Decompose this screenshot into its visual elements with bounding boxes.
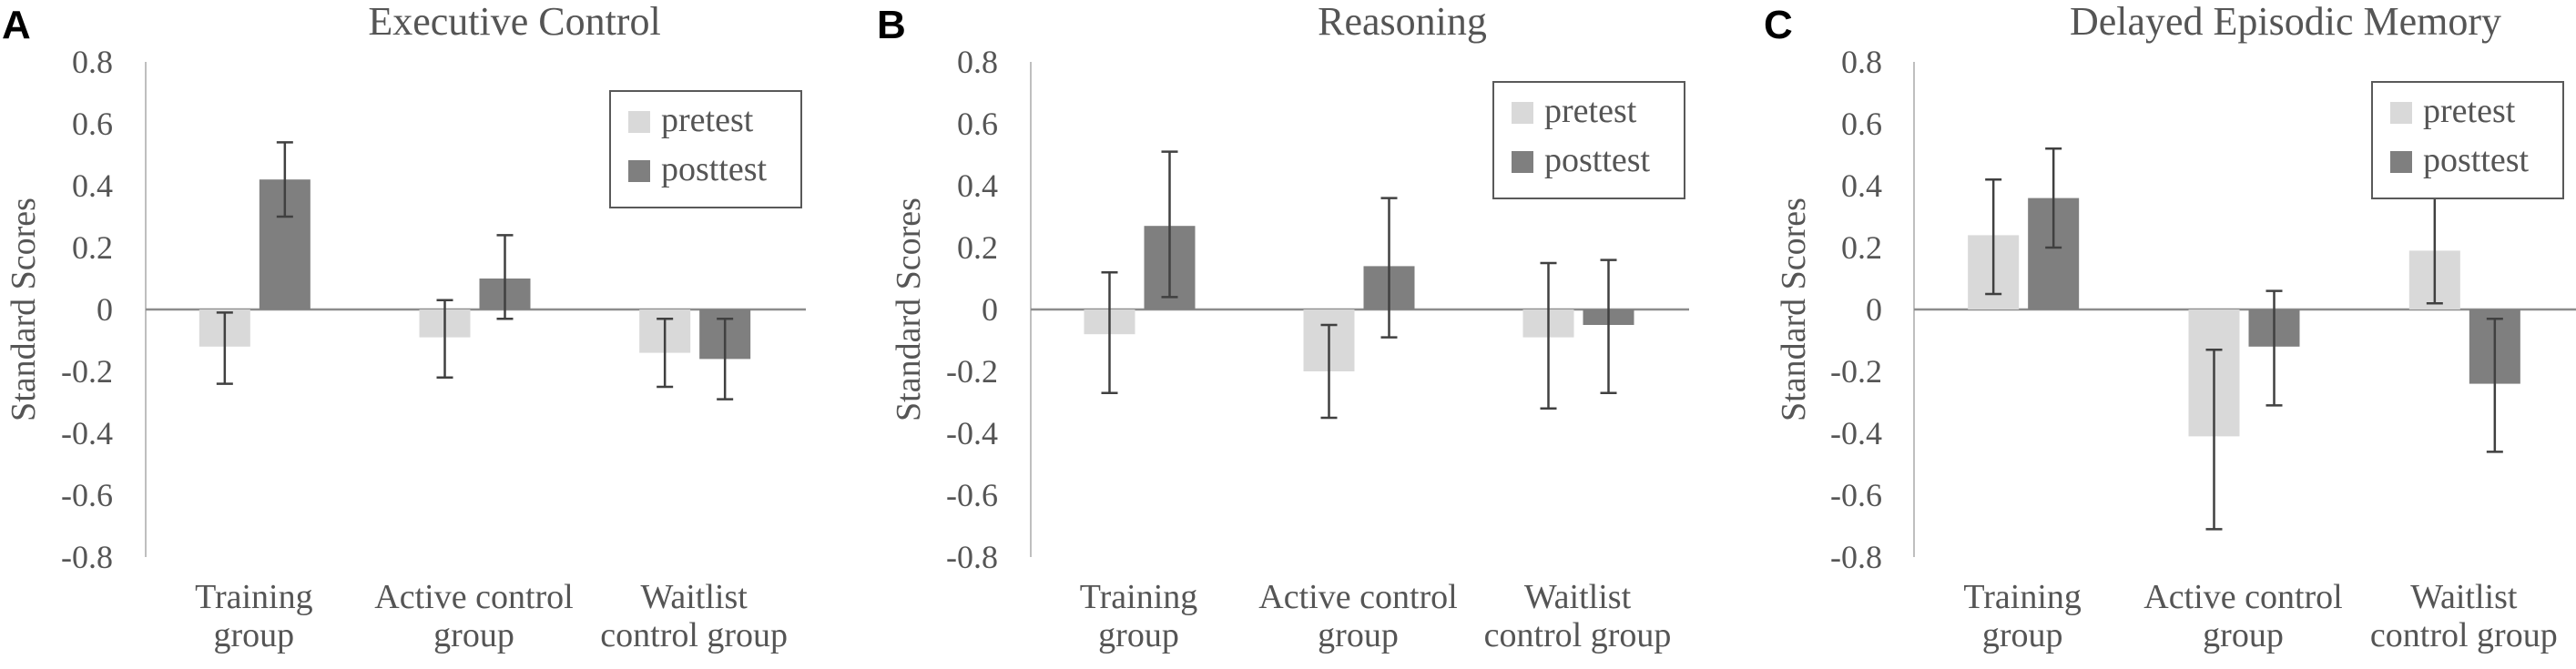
category-label: Active control — [2143, 578, 2342, 616]
y-tick-label: -0.8 — [1830, 539, 1882, 575]
legend-swatch-posttest — [628, 160, 650, 182]
legend-label-pretest: pretest — [2423, 92, 2516, 130]
category-label: group — [2203, 616, 2284, 654]
chart-title: Executive Control — [368, 0, 660, 44]
y-axis-label: Standard Scores — [1775, 198, 1813, 421]
y-tick-label: -0.4 — [1830, 415, 1882, 451]
legend-box — [1492, 81, 1685, 199]
legend-swatch-pretest — [628, 111, 650, 133]
legend-box — [609, 90, 802, 208]
y-tick-label: 0.6 — [1841, 106, 1882, 142]
y-tick-label: 0.2 — [72, 229, 113, 266]
legend-label-pretest: pretest — [1544, 92, 1637, 130]
legend-swatch-posttest — [2390, 151, 2412, 173]
category-label: Waitlist — [1524, 578, 1632, 616]
legend-swatch-posttest — [1512, 151, 1533, 173]
legend-label-pretest: pretest — [661, 101, 754, 139]
chart-panel-b: B Reasoning 0.8 0.6 0.4 0.2 0 -0.2 -0.4 -0.6 -0.8 S… — [877, 0, 1689, 654]
y-axis-label: Standard Scores — [5, 198, 43, 421]
y-tick-label: 0.6 — [72, 106, 113, 142]
y-tick-label: -0.8 — [61, 539, 113, 575]
y-tick-label: -0.6 — [1830, 477, 1882, 513]
legend-box — [2371, 81, 2564, 199]
y-tick-label: -0.2 — [1830, 353, 1882, 390]
chart-panel-a: A Executive Control 0.8 0.6 0.4 0.2 0 -0.2 -0.4 -… — [2, 0, 806, 654]
category-label: control group — [600, 616, 788, 654]
panel-letter: A — [2, 3, 31, 47]
category-label: control group — [2370, 616, 2558, 654]
y-tick-label: 0.4 — [72, 167, 113, 204]
y-tick-label: 0.8 — [72, 44, 113, 80]
category-label: group — [1098, 616, 1179, 654]
category-label: group — [214, 616, 295, 654]
y-tick-label: -0.6 — [946, 477, 998, 513]
y-tick-label: 0 — [97, 291, 113, 328]
category-label: Training — [1963, 578, 2082, 616]
category-label: Active control — [1258, 578, 1457, 616]
y-tick-label: 0.4 — [1841, 167, 1882, 204]
y-tick-label: -0.4 — [61, 415, 113, 451]
category-label: Training — [195, 578, 313, 616]
panel-letter: B — [877, 3, 906, 47]
category-label: group — [1318, 616, 1399, 654]
legend: pretest posttest — [609, 90, 802, 208]
y-tick-label: 0.2 — [1841, 229, 1882, 266]
legend-swatch-pretest — [2390, 102, 2412, 124]
category-label: Active control — [374, 578, 573, 616]
panel-letter: C — [1764, 3, 1793, 47]
chart-panel-c: C Delayed Episodic Memory 0.8 0.6 0.4 0.2 0 -0.… — [1764, 0, 2576, 654]
y-axis-label: Standard Scores — [890, 198, 928, 421]
y-tick-label: -0.8 — [946, 539, 998, 575]
category-label: group — [1982, 616, 2063, 654]
y-tick-label: 0.4 — [957, 167, 998, 204]
y-tick-label: 0 — [1866, 291, 1882, 328]
y-tick-label: -0.2 — [61, 353, 113, 390]
y-tick-label: -0.6 — [61, 477, 113, 513]
legend-label-posttest: posttest — [1544, 141, 1651, 179]
y-tick-label: 0 — [982, 291, 998, 328]
legend: pretest posttest — [2371, 81, 2564, 199]
legend-swatch-pretest — [1512, 102, 1533, 124]
category-label: Waitlist — [2410, 578, 2518, 616]
chart-title: Reasoning — [1318, 0, 1487, 44]
legend: pretest posttest — [1492, 81, 1685, 199]
legend-label-posttest: posttest — [2423, 141, 2530, 179]
y-tick-label: 0.2 — [957, 229, 998, 266]
chart-title: Delayed Episodic Memory — [2070, 0, 2501, 44]
y-tick-label: 0.8 — [957, 44, 998, 80]
y-tick-label: -0.4 — [946, 415, 998, 451]
category-label: control group — [1484, 616, 1672, 654]
y-tick-label: 0.6 — [957, 106, 998, 142]
category-label: group — [433, 616, 514, 654]
legend-label-posttest: posttest — [661, 150, 768, 188]
y-tick-label: 0.8 — [1841, 44, 1882, 80]
category-label: Waitlist — [641, 578, 748, 616]
category-label: Training — [1080, 578, 1198, 616]
y-tick-label: -0.2 — [946, 353, 998, 390]
